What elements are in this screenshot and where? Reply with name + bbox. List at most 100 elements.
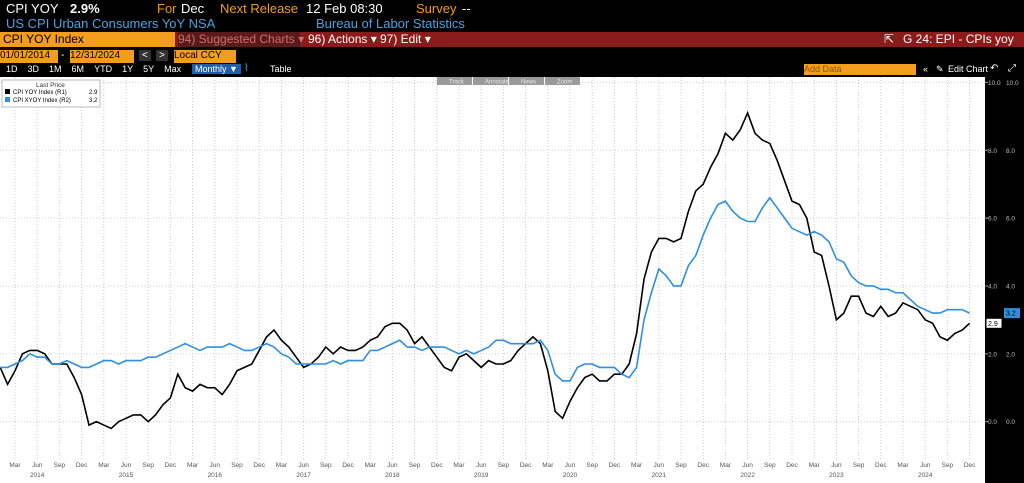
ticker: CPI YOY bbox=[6, 1, 59, 16]
chart-icon[interactable]: ⌇ bbox=[244, 63, 249, 74]
page-icon[interactable]: ⇱ bbox=[884, 32, 895, 46]
range-buttons: 1D 3D 1M 6M YTD 1Y 5Y Max bbox=[6, 64, 191, 74]
x-tick-label: Jun bbox=[565, 462, 576, 469]
x-tick-label: Sep bbox=[764, 462, 776, 469]
x-tick-label: Dec bbox=[76, 462, 88, 469]
axis-panel bbox=[985, 77, 1024, 483]
x-tick-label: Dec bbox=[520, 462, 532, 469]
y-tick-label: 4.0 bbox=[988, 283, 997, 290]
year-label: 2017 bbox=[296, 472, 311, 479]
collapse[interactable]: « bbox=[923, 64, 929, 74]
range-button[interactable]: 5Y bbox=[143, 64, 155, 74]
range-button[interactable]: 1Y bbox=[122, 64, 134, 74]
y-tick-label: 10.0 bbox=[1006, 80, 1019, 87]
range-button[interactable]: 1M bbox=[49, 64, 62, 74]
x-tick-label: Mar bbox=[187, 462, 199, 469]
expand[interactable]: ⤢ bbox=[1008, 63, 1016, 74]
x-tick-label: Jun bbox=[210, 462, 221, 469]
series-line bbox=[0, 110, 971, 430]
source: Bureau of Labor Statistics bbox=[316, 16, 465, 31]
year-label: 2020 bbox=[563, 472, 578, 479]
edit-chart[interactable]: Edit Chart bbox=[948, 64, 989, 74]
x-tick-label: Sep bbox=[142, 462, 154, 469]
legend-box bbox=[1, 79, 101, 108]
tool-button[interactable] bbox=[545, 77, 580, 85]
year-label: 2024 bbox=[918, 472, 933, 479]
legend-swatch bbox=[5, 89, 10, 94]
range-button[interactable]: Max bbox=[164, 64, 182, 74]
y-tick-label: 2.0 bbox=[1006, 351, 1015, 358]
separator: - bbox=[61, 50, 65, 61]
menu-suggested[interactable]: 94) Suggested Charts ▾ bbox=[178, 32, 305, 47]
x-tick-label: Sep bbox=[409, 462, 421, 469]
x-tick-label: Mar bbox=[720, 462, 732, 469]
release-label: Next Release bbox=[220, 1, 299, 16]
y-tick-label: 8.0 bbox=[988, 148, 997, 155]
tool-label: Track bbox=[449, 80, 465, 86]
year-label: 2023 bbox=[829, 472, 844, 479]
x-tick-label: Mar bbox=[365, 462, 377, 469]
period-label: For bbox=[157, 1, 177, 16]
x-tick-label: Sep bbox=[231, 462, 243, 469]
year-label: 2019 bbox=[474, 472, 489, 479]
table-button[interactable]: Table bbox=[270, 64, 292, 74]
series-line bbox=[0, 196, 970, 382]
frequency[interactable]: Monthly ▼ bbox=[192, 64, 241, 74]
x-tick-label: Sep bbox=[498, 462, 510, 469]
price: 2.9% bbox=[70, 1, 100, 16]
tool-button[interactable] bbox=[473, 77, 508, 85]
edit-icon[interactable]: ✎ bbox=[936, 64, 944, 74]
year-label: 2018 bbox=[385, 472, 400, 479]
page-title: G 24: EPI - CPIs yoy bbox=[903, 32, 1014, 46]
legend-value: 2.9 bbox=[89, 90, 98, 96]
last-value-label: 2.9 bbox=[988, 321, 998, 328]
release: 12 Feb 08:30 bbox=[306, 1, 383, 16]
x-tick-label: Jun bbox=[298, 462, 309, 469]
range-button[interactable]: YTD bbox=[94, 64, 113, 74]
prev[interactable]: < bbox=[139, 50, 151, 61]
x-tick-label: Mar bbox=[453, 462, 465, 469]
x-tick-label: Jun bbox=[831, 462, 842, 469]
start-date[interactable]: 01/01/2014 bbox=[0, 50, 58, 63]
legend-title: Last Price bbox=[36, 82, 65, 89]
x-tick-label: Dec bbox=[165, 462, 177, 469]
frequency-label: Monthly bbox=[195, 64, 227, 74]
x-tick-label: Dec bbox=[431, 462, 443, 469]
x-tick-label: Mar bbox=[98, 462, 110, 469]
header: CPI YOY 2.9% For Dec Next Release 12 Feb… bbox=[0, 0, 1024, 77]
x-tick-label: Dec bbox=[342, 462, 354, 469]
tool-button[interactable] bbox=[437, 77, 472, 85]
year-label: 2021 bbox=[652, 472, 667, 479]
tool-button[interactable] bbox=[509, 77, 544, 85]
tool-label: Annotate bbox=[485, 80, 510, 86]
y-tick-label: 4.0 bbox=[1006, 283, 1015, 290]
currency[interactable]: Local CCY bbox=[174, 50, 236, 63]
undo[interactable]: ↶ bbox=[990, 63, 999, 74]
range-button[interactable]: 3D bbox=[27, 64, 40, 74]
legend-label: CPI YOY Index (R1) bbox=[13, 90, 67, 96]
x-tick-label: Mar bbox=[542, 462, 554, 469]
next[interactable]: > bbox=[156, 50, 168, 61]
range-button[interactable]: 6M bbox=[71, 64, 85, 74]
y-tick-label: 10.0 bbox=[988, 80, 1001, 87]
year-label: 2015 bbox=[119, 472, 134, 479]
end-date[interactable]: 12/31/2024 bbox=[70, 50, 134, 63]
x-tick-label: Mar bbox=[9, 462, 21, 469]
x-tick-label: Dec bbox=[609, 462, 621, 469]
x-tick-label: Sep bbox=[853, 462, 865, 469]
menu-edit[interactable]: 97) Edit ▾ bbox=[380, 32, 431, 46]
x-tick-label: Jun bbox=[920, 462, 931, 469]
last-value-box bbox=[1004, 308, 1020, 319]
x-tick-label: Dec bbox=[964, 462, 976, 469]
menu-actions[interactable]: 96) Actions ▾ bbox=[308, 32, 377, 46]
period: Dec bbox=[181, 1, 205, 16]
x-tick-label: Sep bbox=[942, 462, 954, 469]
x-tick-label: Sep bbox=[675, 462, 687, 469]
x-tick-label: Dec bbox=[875, 462, 887, 469]
security-field[interactable]: CPI YOY Index bbox=[0, 32, 175, 47]
survey: -- bbox=[462, 1, 471, 16]
add-data[interactable]: Add Data bbox=[804, 64, 916, 75]
range-button[interactable]: 1D bbox=[6, 64, 18, 74]
y-tick-label: 2.0 bbox=[988, 351, 997, 358]
